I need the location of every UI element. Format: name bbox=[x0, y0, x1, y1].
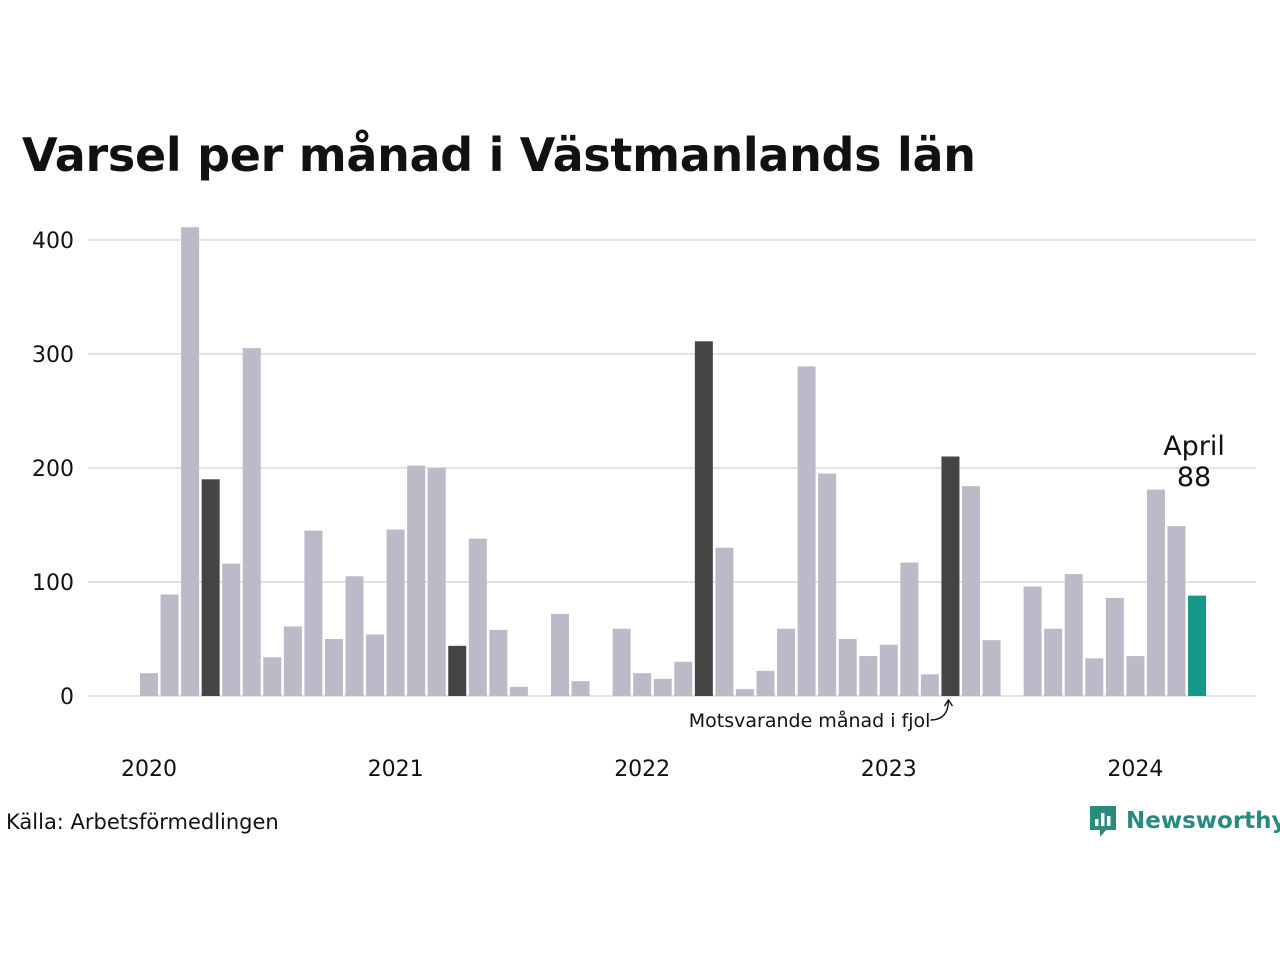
newsworthy-logo-icon bbox=[1090, 806, 1116, 837]
bar-47 bbox=[1105, 597, 1124, 696]
y-tick-label: 0 bbox=[60, 685, 74, 710]
bar-18 bbox=[509, 686, 528, 696]
bar-38 bbox=[920, 674, 939, 696]
bar-37 bbox=[900, 562, 919, 696]
bar-40 bbox=[962, 486, 980, 696]
bar-1 bbox=[160, 594, 179, 696]
bar-11 bbox=[366, 634, 385, 696]
y-axis-ticks: 0 100 200 300 400 bbox=[32, 229, 74, 710]
bar-4 bbox=[222, 563, 241, 696]
bar-32 bbox=[797, 366, 816, 696]
y-tick-label: 100 bbox=[32, 571, 74, 596]
bar-14 bbox=[427, 467, 446, 696]
bar-9 bbox=[324, 638, 343, 697]
bar-26 bbox=[674, 661, 693, 696]
bar-36 bbox=[879, 644, 898, 696]
bar-51 bbox=[1188, 595, 1207, 696]
x-tick-label-2023: 2023 bbox=[861, 757, 917, 782]
bar-12 bbox=[386, 529, 405, 696]
bar-39 bbox=[941, 456, 960, 697]
comparison-annotation: Motsvarande månad i fjol bbox=[689, 709, 931, 732]
source-note: Källa: Arbetsförmedlingen bbox=[6, 810, 279, 834]
bar-20 bbox=[551, 613, 569, 696]
bar-45 bbox=[1064, 573, 1083, 696]
bar-50 bbox=[1167, 526, 1186, 696]
x-tick-label-2020: 2020 bbox=[121, 757, 177, 782]
bar-44 bbox=[1044, 628, 1063, 696]
bar-8 bbox=[304, 530, 323, 696]
bar-48 bbox=[1126, 656, 1145, 696]
bar-16 bbox=[468, 538, 487, 696]
annotation-arrow bbox=[930, 699, 950, 721]
bar-49 bbox=[1146, 489, 1165, 696]
bar-17 bbox=[489, 629, 508, 696]
bar-13 bbox=[407, 465, 426, 696]
bar-21 bbox=[571, 681, 590, 696]
bar-7 bbox=[283, 626, 302, 696]
bar-27 bbox=[694, 341, 713, 696]
current-value-label: 88 bbox=[1177, 462, 1211, 493]
bar-41 bbox=[982, 640, 1001, 696]
y-tick-label: 400 bbox=[32, 229, 74, 254]
bar-34 bbox=[838, 638, 857, 697]
bar-31 bbox=[777, 628, 796, 696]
bar-2 bbox=[181, 227, 200, 696]
x-tick-label-2021: 2021 bbox=[368, 757, 424, 782]
x-axis-year-labels: 2020 2021 2022 2023 2024 bbox=[121, 757, 1163, 782]
bars bbox=[140, 227, 1207, 697]
bar-43 bbox=[1023, 586, 1042, 696]
bar-10 bbox=[345, 576, 364, 696]
bar-23 bbox=[612, 628, 631, 696]
bar-3 bbox=[201, 479, 220, 696]
bar-29 bbox=[735, 689, 754, 696]
annotation-layer: Motsvarande månad i fjol April 88 bbox=[689, 431, 1225, 732]
bar-15 bbox=[448, 645, 467, 696]
brand-logo: Newsworthy bbox=[1088, 804, 1280, 838]
bar-46 bbox=[1085, 658, 1104, 696]
x-tick-label-2022: 2022 bbox=[614, 757, 670, 782]
y-tick-label: 300 bbox=[32, 343, 74, 368]
chart-title: Varsel per månad i Västmanlands län bbox=[22, 128, 976, 182]
bar-35 bbox=[859, 656, 878, 696]
bar-5 bbox=[242, 348, 261, 696]
bar-28 bbox=[715, 547, 734, 697]
bar-24 bbox=[633, 673, 652, 696]
y-tick-label: 200 bbox=[32, 457, 74, 482]
bar-6 bbox=[263, 657, 282, 696]
current-month-label: April bbox=[1163, 431, 1225, 462]
x-tick-label-2024: 2024 bbox=[1107, 757, 1163, 782]
bar-25 bbox=[653, 678, 672, 696]
bar-30 bbox=[756, 670, 775, 696]
annotation-arrowhead bbox=[943, 698, 954, 707]
bar-0 bbox=[140, 673, 158, 696]
brand-name: Newsworthy bbox=[1126, 808, 1280, 834]
bar-33 bbox=[818, 473, 837, 696]
